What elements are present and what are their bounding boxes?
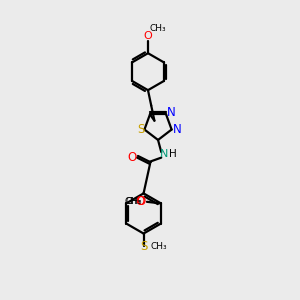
- Text: N: N: [173, 123, 182, 136]
- Text: S: S: [137, 123, 144, 136]
- Text: O: O: [136, 195, 145, 208]
- Text: O: O: [144, 31, 152, 41]
- Text: CH₃: CH₃: [151, 242, 167, 251]
- Text: H: H: [169, 149, 176, 159]
- Text: CH₃: CH₃: [125, 197, 142, 206]
- Text: N: N: [167, 106, 176, 119]
- Text: O: O: [137, 195, 146, 208]
- Text: O: O: [128, 151, 137, 164]
- Text: CH₃: CH₃: [150, 24, 166, 33]
- Text: CH₃: CH₃: [125, 197, 141, 206]
- Text: S: S: [140, 240, 147, 253]
- Text: N: N: [160, 149, 169, 159]
